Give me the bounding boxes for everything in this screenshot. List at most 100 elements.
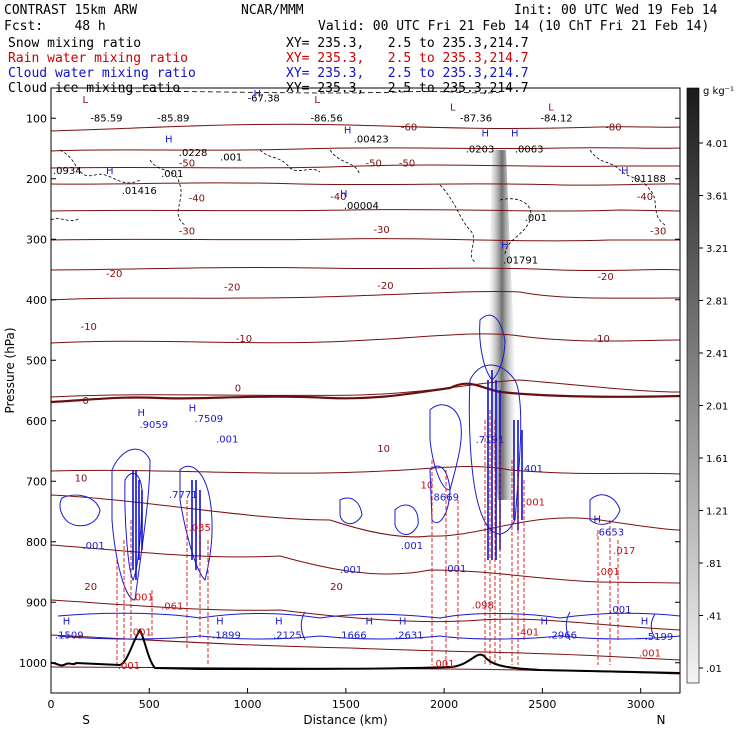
cloud-water-label: .001 xyxy=(609,605,631,616)
temperature-contour-label: 10 xyxy=(75,473,88,484)
temperature-contour-label: -20 xyxy=(224,283,240,294)
cloud-water-label: .1666 xyxy=(338,631,367,642)
cloud-water-label: .2125 xyxy=(273,631,302,642)
temperature-contour-label: 20 xyxy=(84,582,97,593)
low-marker: L xyxy=(548,102,554,113)
y-tick-label: 100 xyxy=(26,112,47,125)
rain-label: .098 xyxy=(472,600,494,611)
colorbar-label: .01 xyxy=(706,664,722,675)
snow-max-label: .01416 xyxy=(122,186,157,197)
high-marker: H xyxy=(63,617,71,628)
y-tick-label: 400 xyxy=(26,294,47,307)
cloud-water-label: .7771 xyxy=(169,490,198,501)
y-tick-label: 500 xyxy=(26,354,47,367)
cloud-water-label: .2966 xyxy=(548,631,577,642)
cloud-water-label: .1899 xyxy=(212,631,241,642)
high-marker: H xyxy=(540,617,548,628)
cloud-water-label: .001 xyxy=(444,564,466,575)
minimum-temperature-label: -85.59 xyxy=(90,113,122,124)
cloud-water-label: .001 xyxy=(82,541,104,552)
field-rain-name: Rain water mixing ratio xyxy=(8,51,189,66)
temperature-contour-label: -50 xyxy=(366,159,382,170)
high-marker: H xyxy=(399,617,407,628)
high-marker: H xyxy=(189,404,197,415)
low-marker: L xyxy=(450,102,456,113)
high-marker: H xyxy=(511,128,519,139)
field-rain-xy: XY= 235.3, 2.5 to 235.3,214.7 xyxy=(286,51,529,66)
rain-label: .001 xyxy=(118,661,140,672)
temperature-contour-label: -40 xyxy=(189,194,205,205)
low-marker: L xyxy=(82,95,88,106)
field-snow-xy: XY= 235.3, 2.5 to 235.3,214.7 xyxy=(286,36,529,51)
cloud-water-contours xyxy=(57,314,680,641)
cloud-water-label: .2631 xyxy=(395,631,424,642)
x-end-label: N xyxy=(657,713,666,727)
cloud-water-cores xyxy=(132,370,523,580)
temperature-contour-label: -10 xyxy=(236,334,252,345)
high-marker: H xyxy=(275,617,283,628)
cloud-water-label: .001 xyxy=(340,565,362,576)
y-tick-label: 200 xyxy=(26,173,47,186)
cloud-water-label: .001 xyxy=(216,435,238,446)
colorbar-label: 3.21 xyxy=(706,244,728,255)
x-tick-label: 2000 xyxy=(430,698,458,711)
high-marker: H xyxy=(253,89,261,100)
temperature-contour-label: -10 xyxy=(594,334,610,345)
colorbar-label: .81 xyxy=(706,559,722,570)
rain-label: .001 xyxy=(597,567,619,578)
x-tick-label: 1500 xyxy=(332,698,360,711)
low-marker: L xyxy=(314,95,320,106)
forecast-hour: Fcst: 48 h xyxy=(4,19,106,34)
high-marker: H xyxy=(344,125,352,136)
colorbar-unit: g kg⁻¹ xyxy=(703,86,734,97)
x-axis-label: Distance (km) xyxy=(303,713,387,727)
high-marker: H xyxy=(621,166,629,177)
high-marker: H xyxy=(501,240,509,251)
high-marker: H xyxy=(106,166,114,177)
temperature-contour-label: 10 xyxy=(377,444,390,455)
snow-max-label: .0063 xyxy=(515,145,544,156)
temperature-contour-label: -40 xyxy=(330,192,346,203)
snow-max-label: .001 xyxy=(161,169,183,180)
rain-label: .001 xyxy=(432,659,454,670)
colorbar-label: 1.21 xyxy=(706,507,728,518)
temperature-contour-label: -20 xyxy=(106,269,122,280)
cloud-water-label: .5199 xyxy=(645,632,674,643)
snow-max-label: .00423 xyxy=(354,134,389,145)
ice-contour xyxy=(119,91,501,94)
rain-label: .035 xyxy=(189,523,211,534)
zero-isotherm xyxy=(51,382,680,404)
field-cloud-water-name: Cloud water mixing ratio xyxy=(8,66,196,81)
cloud-water-label: .001 xyxy=(401,541,423,552)
snow-shading xyxy=(488,150,516,500)
rain-label: 10 xyxy=(421,481,434,492)
colorbar-label: 1.61 xyxy=(706,454,728,465)
temperature-contour-label: -50 xyxy=(399,159,415,170)
center-label: NCAR/MMM xyxy=(241,3,304,18)
x-tick-label: 500 xyxy=(139,698,160,711)
x-start-label: S xyxy=(82,713,90,727)
temperature-contour-label: -30 xyxy=(650,226,666,237)
y-tick-label: 1000 xyxy=(19,657,47,670)
high-marker: H xyxy=(216,617,224,628)
model-title: CONTRAST 15km ARW xyxy=(4,3,138,18)
cloud-water-label: .7509 xyxy=(194,414,223,425)
high-marker: H xyxy=(366,617,374,628)
colorbar xyxy=(686,87,700,684)
temperature-contour-label: -60 xyxy=(401,122,417,133)
cloud-water-label: .6653 xyxy=(595,528,624,539)
high-marker: H xyxy=(641,617,649,628)
temperature-contour-label: -30 xyxy=(179,226,195,237)
colorbar-label: 2.41 xyxy=(706,349,728,360)
x-tick-label: 0 xyxy=(48,698,55,711)
y-axis-label: Pressure (hPa) xyxy=(3,327,17,413)
temperature-contour-label: -80 xyxy=(605,122,621,133)
high-marker: H xyxy=(137,408,145,419)
colorbar-label: 2.81 xyxy=(706,297,728,308)
high-marker: H xyxy=(481,128,489,139)
cloud-water-label: .1509 xyxy=(55,631,84,642)
field-cloud-water-xy: XY= 235.3, 2.5 to 235.3,214.7 xyxy=(286,66,529,81)
temperature-contour-label: -20 xyxy=(377,281,393,292)
temperature-contour-label: 20 xyxy=(330,582,343,593)
